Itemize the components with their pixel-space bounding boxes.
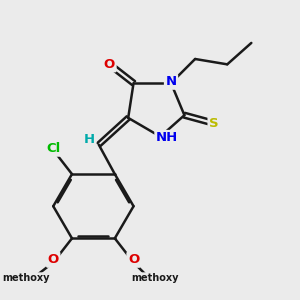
- Text: O: O: [48, 253, 59, 266]
- Text: O: O: [128, 253, 139, 266]
- Text: S: S: [209, 117, 219, 130]
- Text: O: O: [104, 58, 115, 71]
- Text: methoxy: methoxy: [3, 274, 50, 284]
- Text: methoxy: methoxy: [131, 274, 179, 284]
- Text: N: N: [166, 75, 177, 88]
- Text: NH: NH: [156, 131, 178, 145]
- Text: Cl: Cl: [46, 142, 60, 155]
- Text: H: H: [84, 133, 95, 146]
